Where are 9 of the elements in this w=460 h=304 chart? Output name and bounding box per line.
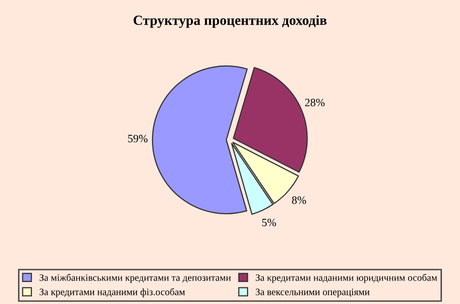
legend-label: За кредитами наданими фіз.особам	[40, 288, 185, 298]
legend-label: За кредитами наданими юридичним особам	[256, 274, 438, 283]
data-label: 5%	[262, 218, 276, 226]
chart-title: Структура процентних доходів	[134, 15, 327, 28]
data-label: 59%	[128, 134, 148, 142]
data-label: 8%	[292, 196, 306, 204]
legend-label: За вексельними операціями	[256, 288, 370, 298]
data-label: 28%	[305, 98, 325, 106]
legend-label: За міжбанківськими кредитами та депозитами	[40, 274, 231, 283]
